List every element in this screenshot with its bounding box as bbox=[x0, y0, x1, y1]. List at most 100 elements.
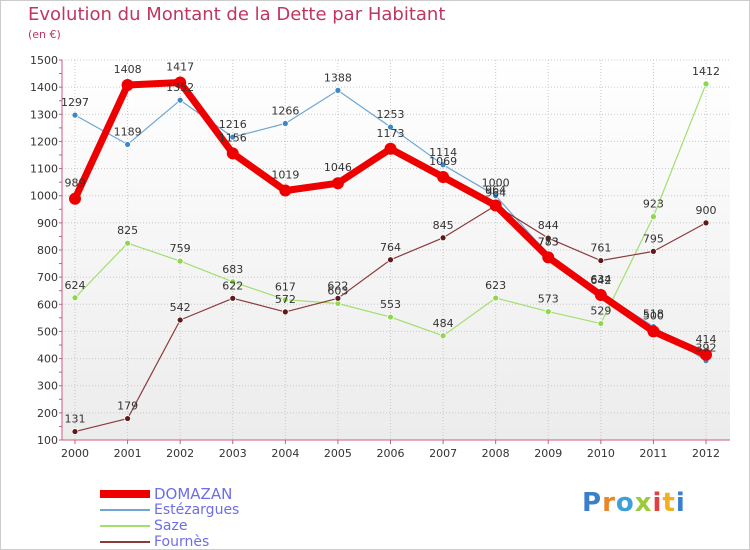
data-label-saze: 624 bbox=[65, 279, 86, 292]
x-tick-label: 2001 bbox=[114, 447, 142, 460]
data-label-saze: 683 bbox=[222, 263, 243, 276]
y-tick-label: 400 bbox=[37, 353, 58, 366]
data-label-estezargues: 1189 bbox=[114, 125, 142, 138]
proxiti-logo: Proxiti bbox=[582, 488, 686, 518]
data-label-estezargues: 518 bbox=[643, 308, 664, 321]
point-saze bbox=[124, 239, 131, 247]
point-domazan bbox=[647, 325, 660, 338]
legend: DOMAZAN Estézargues Saze Fournès bbox=[100, 486, 239, 550]
data-label-saze: 1412 bbox=[692, 65, 720, 78]
x-tick-label: 2010 bbox=[587, 447, 615, 460]
data-label-fournes: 622 bbox=[327, 279, 348, 292]
data-label-estezargues: 1266 bbox=[271, 105, 299, 118]
point-domazan bbox=[331, 177, 344, 190]
data-label-saze: 923 bbox=[643, 198, 664, 211]
chart-title: Evolution du Montant de la Dette par Hab… bbox=[28, 4, 446, 25]
data-label-saze: 484 bbox=[433, 317, 454, 330]
point-saze bbox=[281, 296, 289, 304]
point-domazan bbox=[279, 184, 292, 197]
data-label-saze: 825 bbox=[117, 224, 138, 237]
point-fournes bbox=[650, 247, 657, 255]
legend-item-domazan: DOMAZAN bbox=[100, 486, 239, 502]
point-estezargues bbox=[387, 123, 394, 131]
point-saze bbox=[650, 213, 657, 221]
legend-label-domazan: DOMAZAN bbox=[154, 485, 233, 503]
y-tick-label: 800 bbox=[37, 244, 58, 257]
x-tick-label: 2002 bbox=[166, 447, 194, 460]
data-label-saze: 603 bbox=[327, 284, 348, 297]
x-tick-label: 2009 bbox=[534, 447, 562, 460]
data-label-estezargues: 392 bbox=[696, 342, 717, 355]
legend-label-saze: Saze bbox=[154, 518, 188, 534]
y-tick-label: 500 bbox=[37, 325, 58, 338]
data-label-domazan: 773 bbox=[538, 235, 559, 248]
data-label-fournes: 900 bbox=[696, 204, 717, 217]
data-label-estezargues: 1114 bbox=[429, 146, 457, 159]
point-saze bbox=[71, 294, 79, 302]
data-label-estezargues: 642 bbox=[590, 274, 611, 287]
data-label-saze: 759 bbox=[170, 242, 191, 255]
point-domazan bbox=[542, 251, 555, 264]
data-label-domazan: 1046 bbox=[324, 161, 352, 174]
data-label-domazan: 1019 bbox=[271, 169, 299, 182]
data-label-saze: 529 bbox=[590, 305, 611, 318]
point-saze bbox=[597, 320, 605, 327]
point-saze bbox=[387, 313, 394, 321]
point-saze bbox=[439, 332, 447, 340]
point-fournes bbox=[387, 256, 394, 264]
data-label-fournes: 131 bbox=[65, 413, 86, 426]
x-tick-label: 2011 bbox=[639, 447, 667, 460]
chart-unit: (en €) bbox=[28, 28, 61, 41]
y-tick-label: 700 bbox=[37, 271, 58, 284]
data-label-domazan: 500 bbox=[643, 309, 664, 322]
point-fournes bbox=[176, 316, 184, 324]
data-label-estezargues: 1000 bbox=[482, 177, 510, 190]
x-tick-label: 2006 bbox=[377, 447, 405, 460]
data-label-domazan: 1417 bbox=[166, 61, 194, 74]
point-fournes bbox=[702, 219, 710, 227]
data-label-estezargues: 1297 bbox=[61, 96, 89, 109]
point-domazan bbox=[69, 192, 81, 205]
point-saze bbox=[702, 80, 710, 88]
legend-item-estezargues: Estézargues bbox=[100, 502, 239, 518]
point-fournes bbox=[334, 294, 342, 302]
point-saze bbox=[176, 257, 184, 265]
legend-swatch-estezargues bbox=[100, 509, 150, 511]
point-fournes bbox=[439, 234, 447, 242]
point-saze bbox=[544, 308, 552, 316]
point-fournes bbox=[544, 234, 552, 242]
point-domazan bbox=[594, 289, 607, 302]
data-label-domazan: 1173 bbox=[377, 127, 405, 140]
y-tick-label: 200 bbox=[37, 407, 58, 420]
point-estezargues bbox=[176, 96, 184, 104]
data-label-estezargues: 783 bbox=[538, 236, 559, 249]
x-tick-label: 2003 bbox=[219, 447, 247, 460]
point-estezargues bbox=[492, 192, 500, 200]
data-label-domazan: 964 bbox=[485, 183, 506, 196]
y-tick-label: 1000 bbox=[30, 190, 58, 203]
legend-swatch-saze bbox=[100, 525, 150, 527]
data-label-saze: 573 bbox=[538, 293, 559, 306]
x-tick-label: 2000 bbox=[61, 447, 89, 460]
legend-swatch-domazan bbox=[100, 490, 150, 498]
point-estezargues bbox=[439, 161, 447, 169]
legend-label-estezargues: Estézargues bbox=[154, 502, 240, 518]
y-tick-label: 1400 bbox=[30, 81, 58, 94]
data-label-saze: 617 bbox=[275, 281, 296, 294]
data-label-fournes: 764 bbox=[380, 241, 401, 254]
data-label-estezargues: 1216 bbox=[219, 118, 247, 131]
y-tick-label: 1300 bbox=[30, 108, 58, 121]
y-tick-label: 1200 bbox=[30, 135, 58, 148]
data-label-domazan: 989 bbox=[65, 177, 86, 190]
data-label-saze: 623 bbox=[485, 279, 506, 292]
data-label-fournes: 542 bbox=[170, 301, 191, 314]
point-domazan bbox=[384, 142, 397, 155]
point-domazan bbox=[489, 199, 502, 212]
y-tick-label: 600 bbox=[37, 298, 58, 311]
data-label-fournes: 572 bbox=[275, 293, 296, 306]
point-domazan bbox=[437, 170, 450, 183]
point-estezargues bbox=[229, 133, 237, 141]
point-saze bbox=[492, 294, 500, 302]
point-estezargues bbox=[124, 141, 131, 148]
data-label-domazan: 634 bbox=[590, 273, 611, 286]
